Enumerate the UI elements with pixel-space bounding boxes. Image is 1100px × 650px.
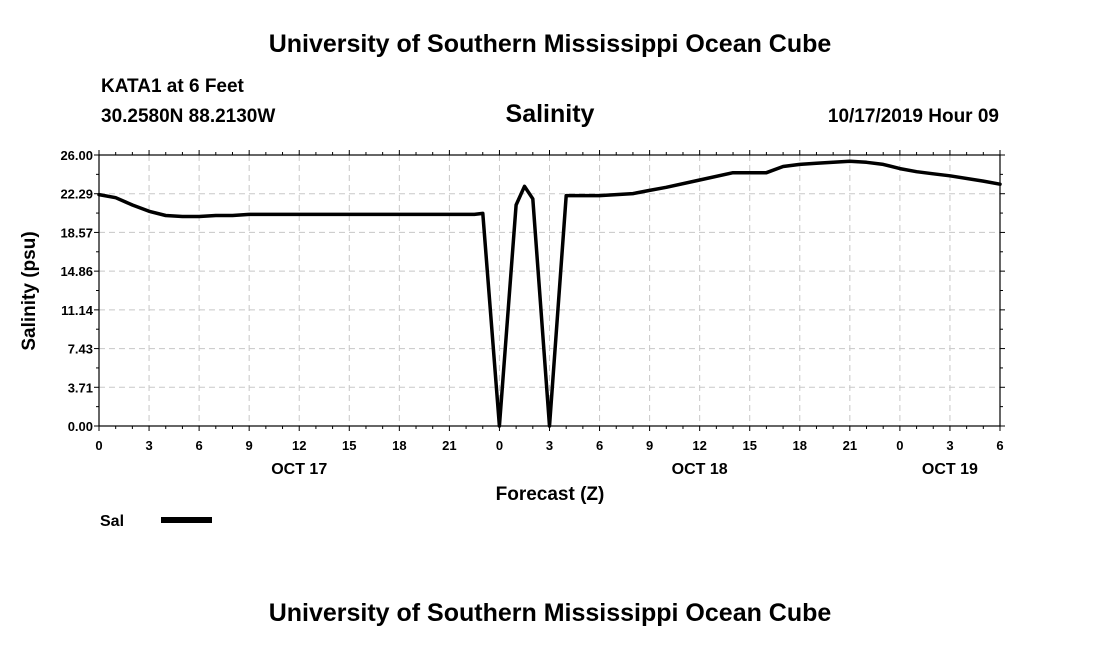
x-tick-label: 6 [596,438,603,453]
x-tick-label: 3 [946,438,953,453]
x-tick-label: 9 [246,438,253,453]
chart-title: Salinity [505,100,595,128]
x-date-label: OCT 17 [271,461,327,478]
x-tick-label: 21 [843,438,857,453]
x-tick-label: 6 [195,438,202,453]
x-tick-label: 0 [95,438,102,453]
page-title: University of Southern Mississippi Ocean… [268,30,832,58]
y-tick-label: 11.14 [61,303,94,318]
x-tick-label: 6 [996,438,1003,453]
y-tick-label: 18.57 [60,225,93,240]
issued-time-label: 10/17/2019 Hour 09 [827,106,999,127]
x-tick-label: 3 [546,438,553,453]
y-tick-label: 22.29 [60,187,93,202]
y-tick-label: 0.00 [68,419,93,434]
series-line-sal [97,159,1002,428]
y-tick-label: 3.71 [68,380,93,395]
x-tick-label: 21 [442,438,456,453]
x-tick-label: 0 [496,438,503,453]
x-tick-label: 12 [692,438,706,453]
legend-label: Sal [100,513,124,530]
x-tick-label: 12 [292,438,306,453]
station-label: KATA1 at 6 Feet [101,76,244,97]
x-date-label: OCT 19 [922,461,978,478]
footer-title: University of Southern Mississippi Ocean… [268,599,832,627]
x-date-label: OCT 18 [672,461,728,478]
x-tick-label: 15 [342,438,356,453]
y-axis-title: Salinity (psu) [19,231,40,350]
x-tick-label: 9 [646,438,653,453]
axis-labels: 0.00 3.71 7.43 11.14 14.86 18.57 22.29 26.00 0 3 6… [60,148,1003,478]
x-axis-title: Forecast (Z) [496,484,605,505]
y-tick-label: 26.00 [60,148,93,163]
coordinates-label: 30.2580N 88.2130W [101,106,276,127]
series-layer [97,159,1002,428]
x-tick-label: 3 [145,438,152,453]
x-tick-label: 15 [742,438,756,453]
x-tick-label: 0 [896,438,903,453]
x-tick-label: 18 [793,438,807,453]
x-tick-label: 18 [392,438,406,453]
grid-lines [99,155,1000,426]
y-tick-label: 7.43 [68,342,93,357]
y-tick-label: 14.86 [60,264,93,279]
